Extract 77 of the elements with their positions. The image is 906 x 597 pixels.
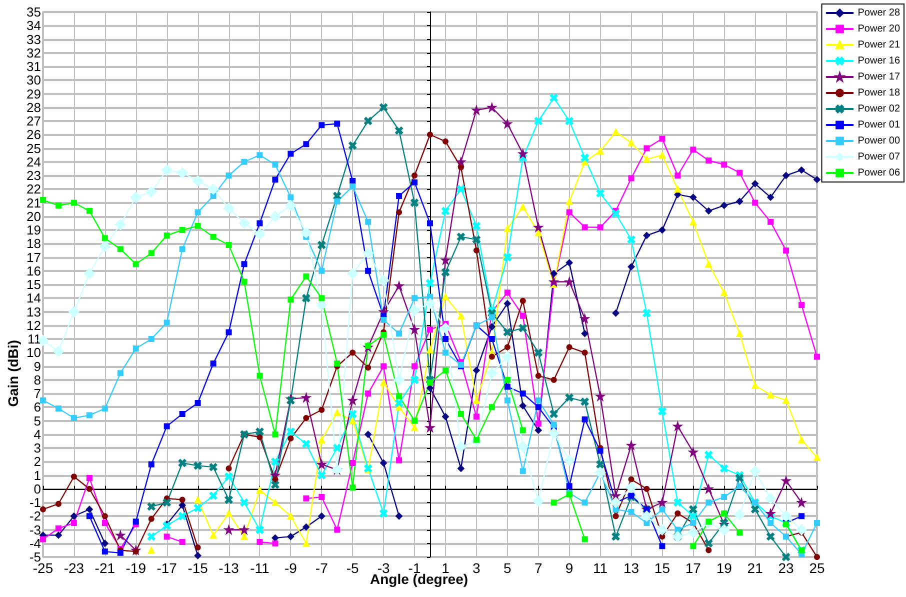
legend-label: Power 18: [858, 88, 900, 98]
x-tick-label: -11: [250, 560, 270, 576]
y-tick-label: -2: [29, 508, 41, 524]
y-tick-label: 31: [26, 59, 41, 74]
x-tick-label: -13: [218, 560, 240, 576]
y-tick-label: 23: [26, 168, 41, 183]
legend-label: Power 02: [858, 104, 900, 114]
x-tick-label: -23: [64, 560, 84, 576]
y-tick-label: -1: [29, 495, 41, 510]
x-tick-label: -15: [188, 560, 208, 576]
y-tick-label: -5: [29, 550, 41, 564]
y-tick-label: 33: [26, 32, 41, 47]
y-tick-label: 20: [26, 208, 41, 224]
x-tick-label: 21: [747, 560, 764, 576]
legend-label: Power 20: [858, 24, 900, 34]
y-tick-label: 16: [26, 263, 41, 278]
y-tick-label: 6: [34, 400, 41, 415]
x-tick-label: 9: [565, 560, 574, 576]
x-tick-label: -5: [346, 560, 360, 576]
x-tick-label: 3: [472, 560, 481, 576]
legend-label: Power 16: [858, 56, 900, 66]
y-tick-label: 34: [26, 18, 41, 34]
y-tick-label: -4: [29, 536, 41, 551]
x-tick-label: 25: [809, 560, 825, 576]
legend-label: Power 01: [858, 120, 900, 130]
y-tick-label: 4: [34, 426, 41, 442]
x-tick-label: 11: [593, 560, 608, 576]
legend-label: Power 21: [858, 40, 900, 50]
y-tick-label: 32: [26, 45, 41, 60]
y-tick-label: 17: [26, 250, 41, 265]
x-tick-label: -21: [94, 560, 116, 576]
y-tick-label: 1: [34, 468, 41, 483]
x-tick-label: -19: [126, 560, 146, 576]
y-tick-label: 13: [26, 304, 41, 320]
x-tick-label: 23: [778, 560, 794, 576]
y-tick-label: 19: [26, 222, 41, 238]
y-tick-label: 10: [26, 345, 41, 360]
x-tick-label: 13: [623, 560, 640, 576]
y-tick-label: 14: [26, 290, 41, 306]
legend-label: Power 28: [858, 8, 900, 18]
y-tick-label: 25: [26, 140, 41, 156]
y-tick-label: 18: [26, 236, 41, 252]
legend-label: Power 06: [858, 168, 900, 178]
y-tick-label: 8: [34, 372, 41, 388]
x-tick-label: 17: [685, 560, 702, 576]
y-tick-label: 9: [34, 358, 41, 374]
x-tick-label: -17: [156, 560, 178, 576]
x-tick-label: -3: [377, 560, 390, 576]
x-tick-label: -9: [284, 560, 298, 576]
y-axis-title: Gain (dBi): [5, 340, 21, 407]
x-tick-label: -7: [315, 560, 328, 576]
y-tick-label: 35: [26, 4, 41, 20]
x-tick-label: 5: [504, 560, 512, 576]
y-tick-label: 2: [34, 454, 41, 470]
y-tick-label: 22: [26, 182, 41, 197]
y-tick-label: -3: [29, 522, 41, 538]
legend-label: Power 17: [858, 72, 900, 82]
y-tick-label: 30: [26, 72, 41, 88]
y-tick-label: 7: [34, 386, 41, 401]
x-tick-label: 19: [716, 560, 732, 576]
y-tick-label: 24: [26, 154, 41, 170]
x-tick-label: 1: [442, 560, 450, 576]
y-tick-label: 12: [26, 318, 41, 333]
y-tick-label: 3: [34, 440, 41, 456]
y-tick-label: 21: [26, 195, 41, 210]
y-tick-label: 0: [34, 481, 41, 496]
y-tick-label: 5: [34, 413, 41, 428]
x-tick-label: 7: [534, 560, 542, 576]
x-tick-label: 15: [654, 560, 670, 576]
y-tick-label: 29: [26, 86, 41, 102]
legend-label: Power 00: [858, 136, 900, 146]
y-tick-label: 15: [26, 277, 41, 292]
y-tick-label: 28: [26, 100, 41, 115]
legend-label: Power 07: [858, 152, 900, 162]
y-tick-label: 26: [26, 127, 41, 142]
y-tick-label: 11: [28, 332, 41, 346]
y-tick-label: 27: [26, 114, 41, 128]
